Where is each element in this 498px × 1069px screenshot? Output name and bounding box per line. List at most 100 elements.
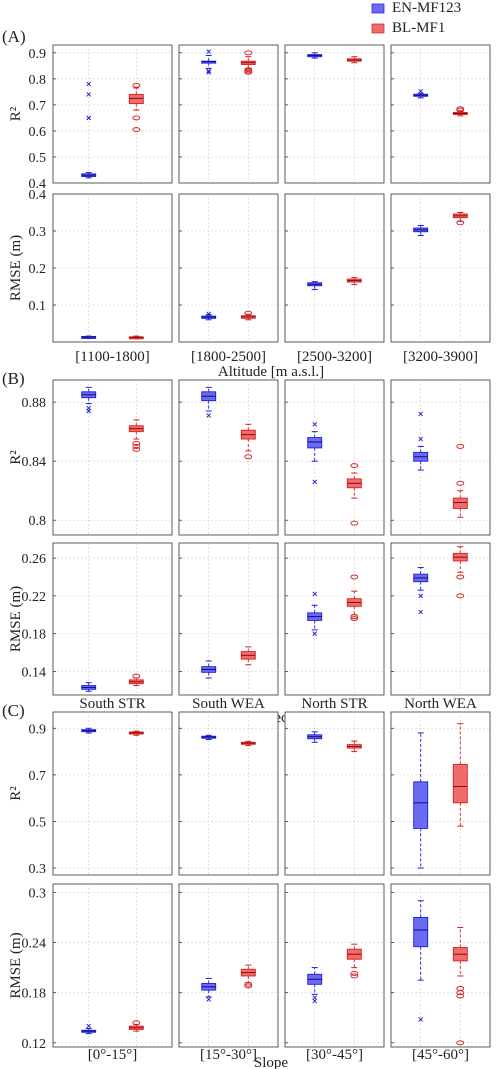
- y-tick-label: 0.26: [22, 552, 47, 567]
- outlier-point: [132, 82, 141, 88]
- y-tick-label: 0.14: [22, 665, 47, 680]
- outlier-point: [206, 413, 212, 418]
- outlier-point: [132, 673, 141, 679]
- outlier-point: [244, 310, 253, 316]
- box-bl-mf1: [452, 723, 468, 827]
- box-en-mf123: [81, 727, 97, 734]
- x-tick-label: [30°-45°]: [306, 1047, 363, 1063]
- subplot-frame: [284, 883, 385, 1048]
- box-en-mf123: [81, 682, 97, 692]
- box-bl-mf1: [346, 943, 362, 979]
- outlier-point: [350, 520, 359, 526]
- outlier-point: [456, 480, 465, 486]
- subplot-frame: [52, 193, 173, 343]
- outlier-point: [206, 70, 212, 75]
- legend-label: EN-MF123: [392, 0, 461, 16]
- y-tick-label: 0.6: [29, 125, 47, 140]
- y-tick-label: 0.8: [29, 514, 47, 529]
- outlier-point: [456, 220, 465, 226]
- outlier-point: [418, 436, 424, 442]
- box-bl-mf1: [346, 463, 362, 526]
- y-tick-label: 0.24: [22, 937, 47, 952]
- box-bl-mf1: [346, 574, 362, 621]
- box-iqr: [452, 763, 468, 804]
- outlier-point: [132, 1020, 141, 1026]
- outlier-point: [206, 997, 212, 1002]
- box-en-mf123: [81, 386, 97, 414]
- outlier-point: [456, 1040, 465, 1046]
- box-bl-mf1: [452, 546, 468, 599]
- outlier-point: [456, 593, 465, 599]
- legend-swatch: [371, 23, 385, 34]
- y-tick-label: 0.8: [29, 73, 47, 88]
- outlier-point: [418, 609, 424, 615]
- box-en-mf123: [413, 732, 429, 869]
- outlier-point: [244, 981, 253, 987]
- box-en-mf123: [201, 734, 217, 740]
- subplot-frame: [52, 379, 173, 536]
- outlier-point: [350, 616, 359, 621]
- y-tick-label: 0.18: [22, 987, 47, 1002]
- box-en-mf123: [307, 731, 323, 743]
- subplot-frame: [390, 44, 491, 184]
- x-tick-label: [3200-3900]: [403, 349, 478, 365]
- outlier-point: [86, 81, 92, 87]
- y-tick-label: 0.3: [29, 862, 47, 877]
- box-en-mf123: [201, 977, 217, 1002]
- y-axis-label: RMSE (m): [8, 586, 24, 652]
- box-en-mf123: [81, 335, 97, 339]
- y-tick-label: 0.4: [29, 188, 47, 203]
- subplot-frame: [178, 44, 279, 184]
- outlier-point: [244, 67, 253, 73]
- box-bl-mf1: [452, 443, 468, 518]
- outlier-point: [312, 591, 318, 597]
- y-tick-label: 0.9: [29, 47, 47, 62]
- box-bl-mf1: [240, 964, 256, 989]
- y-tick-label: 0.1: [29, 299, 47, 314]
- y-axis-label: R²: [8, 450, 24, 465]
- x-tick-label: [1800-2500]: [191, 349, 266, 365]
- outlier-point: [86, 1023, 92, 1029]
- subplot-frame: [178, 542, 279, 696]
- box-bl-mf1: [240, 646, 256, 666]
- box-bl-mf1: [452, 106, 468, 117]
- y-tick-label: 0.22: [22, 590, 47, 605]
- x-tick-label: [1100-1800]: [75, 349, 149, 365]
- y-tick-label: 0.84: [22, 455, 47, 470]
- outlier-point: [312, 421, 318, 427]
- box-en-mf123: [307, 421, 323, 485]
- outlier-point: [418, 89, 424, 94]
- box-en-mf123: [201, 386, 217, 418]
- box-bl-mf1: [128, 419, 144, 452]
- panels: (A) R² 0.4 0.5 0.6 0.7 0.8 0.9 RMSE (m) 0.1 0.2 0.3…: [2, 27, 491, 1069]
- y-tick-label: 0.9: [29, 722, 47, 737]
- box-en-mf123: [307, 52, 323, 59]
- x-tick-label: North WEA: [404, 696, 477, 712]
- outlier-point: [456, 574, 465, 580]
- outlier-point: [350, 463, 359, 469]
- legend: EN-MF123 BL-MF1: [371, 0, 461, 36]
- y-tick-label: 0.5: [29, 151, 47, 166]
- box-en-mf123: [201, 660, 217, 679]
- outlier-point: [206, 68, 212, 74]
- x-tick-label: [0°-15°]: [88, 1047, 137, 1063]
- outlier-point: [350, 973, 359, 979]
- x-tick-label: [15°-30°]: [200, 1047, 257, 1063]
- box-en-mf123: [307, 967, 323, 1004]
- y-tick-label: 0.2: [29, 262, 47, 277]
- box-bl-mf1: [240, 310, 256, 321]
- y-axis-label: R²: [8, 786, 24, 801]
- box-en-mf123: [307, 281, 323, 290]
- box-en-mf123: [307, 591, 323, 636]
- y-tick-label: 0.3: [29, 225, 47, 240]
- box-iqr: [307, 437, 323, 449]
- outlier-point: [132, 446, 141, 452]
- panel-label: (A): [2, 27, 26, 46]
- outlier-point: [312, 631, 318, 636]
- y-tick-label: 0.12: [22, 1037, 47, 1052]
- box-en-mf123: [201, 311, 217, 321]
- chart-section: (A) R² 0.4 0.5 0.6 0.7 0.8 0.9 RMSE (m) 0.1 0.2 0.3…: [2, 27, 491, 380]
- legend-swatch: [371, 3, 385, 14]
- panel-label: (B): [2, 369, 25, 388]
